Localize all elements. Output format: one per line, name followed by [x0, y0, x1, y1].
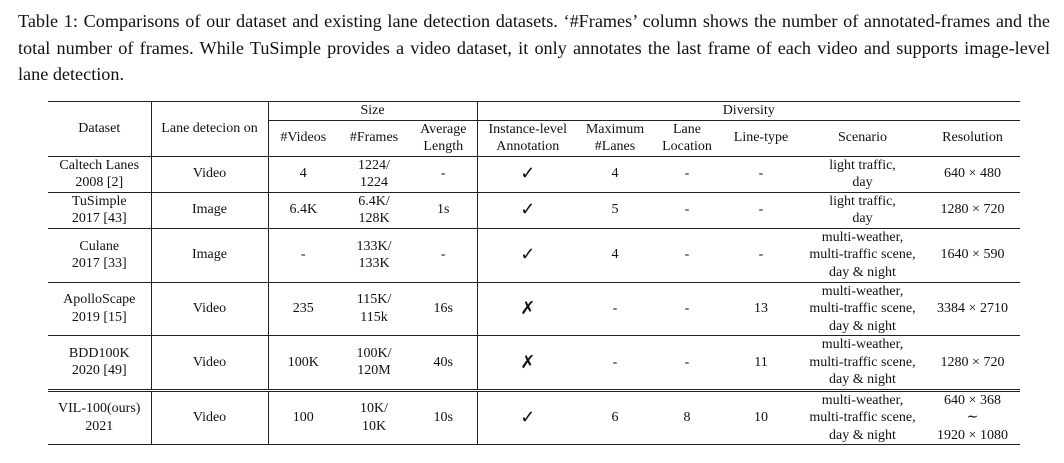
cell-dataset: BDD100K 2020 [49] — [48, 335, 152, 390]
cell-loc: - — [652, 227, 722, 282]
cell-frames: 115K/ 115k — [338, 281, 410, 336]
header-videos: #Videos — [280, 130, 327, 146]
cell-type: 10 — [722, 388, 800, 445]
cell-max: 4 — [578, 227, 652, 282]
cell-dataset: Culane 2017 [33] — [48, 227, 152, 282]
cell-dataset: Caltech Lanes 2008 [2] — [48, 155, 152, 192]
cell-res: 640 × 368 ∼ 1920 × 1080 — [925, 388, 1020, 445]
table-row: ApolloScape 2019 [15] Video 235 115K/ 115k 1… — [48, 281, 1020, 336]
cell-max: 4 — [578, 155, 652, 192]
cell-avg: 40s — [410, 335, 478, 390]
cell-scenario: light traffic, day — [800, 191, 925, 228]
header-lane-location: Lane Location — [662, 121, 712, 155]
cell-loc: 8 — [652, 388, 722, 445]
header-average-length: Average Length — [410, 120, 478, 156]
cell-avg: 1s — [410, 191, 478, 228]
cell-loc: - — [652, 155, 722, 192]
cell-instance: ✓ — [477, 227, 578, 282]
cell-res: 3384 × 2710 — [925, 281, 1020, 336]
header-size: Size — [268, 101, 478, 121]
cell-videos: - — [268, 227, 338, 282]
cell-type: - — [722, 155, 800, 192]
cell-dataset: VIL-100(ours) 2021 — [48, 388, 152, 445]
cell-loc: - — [652, 191, 722, 228]
cell-dataset: TuSimple 2017 [43] — [48, 191, 152, 228]
cell-type: - — [722, 191, 800, 228]
table-row: BDD100K 2020 [49] Video 100K 100K/ 120M 40s ✗… — [48, 335, 1020, 390]
header-resolution: Resolution — [942, 130, 1003, 146]
cell-avg: - — [410, 155, 478, 192]
cell-dataset: ApolloScape 2019 [15] — [48, 281, 152, 336]
cell-videos: 100K — [268, 335, 338, 390]
cell-videos: 4 — [268, 155, 338, 192]
cell-frames: 6.4K/ 128K — [338, 191, 410, 228]
cell-frames: 10K/ 10K — [338, 388, 410, 445]
table-row: VIL-100(ours) 2021 Video 100 10K/ 10K 10s ✓ 6 8… — [48, 388, 1020, 445]
cell-res: 1280 × 720 — [925, 335, 1020, 390]
header-lane-detection-on: Lane detecion on — [151, 101, 269, 156]
cell-instance: ✓ — [477, 155, 578, 192]
cell-on: Image — [151, 191, 269, 228]
header-max-lanes: Maximum #Lanes — [585, 121, 645, 155]
table-row: TuSimple 2017 [43] Image 6.4K 6.4K/ 128K 1s ✓… — [48, 191, 1020, 228]
header-dataset: Dataset — [48, 101, 152, 156]
header-frames: #Frames — [349, 130, 399, 146]
cell-instance: ✓ — [477, 191, 578, 228]
cell-max: - — [578, 281, 652, 336]
header-scenario: Scenario — [838, 130, 887, 146]
header-line-type: Line-type — [733, 130, 789, 146]
cell-scenario: multi-weather, multi-traffic scene, day … — [800, 388, 925, 445]
cell-res: 1640 × 590 — [925, 227, 1020, 282]
cell-on: Video — [151, 388, 269, 445]
table-row: Culane 2017 [33] Image -133K/ 133K - ✓ 4- - mul… — [48, 227, 1020, 282]
cell-frames: 100K/ 120M — [338, 335, 410, 390]
cell-max: - — [578, 335, 652, 390]
cell-loc: - — [652, 335, 722, 390]
cell-type: 11 — [722, 335, 800, 390]
cell-videos: 235 — [268, 281, 338, 336]
cell-frames: 133K/ 133K — [338, 227, 410, 282]
cell-frames: 1224/ 1224 — [338, 155, 410, 192]
cell-type: 13 — [722, 281, 800, 336]
cell-instance: ✓ — [477, 388, 578, 445]
cell-on: Video — [151, 335, 269, 390]
cell-avg: 16s — [410, 281, 478, 336]
cell-avg: 10s — [410, 388, 478, 445]
cell-scenario: light traffic, day — [800, 155, 925, 192]
cell-videos: 6.4K — [268, 191, 338, 228]
cell-videos: 100 — [268, 388, 338, 445]
cell-on: Image — [151, 227, 269, 282]
cell-on: Video — [151, 281, 269, 336]
cell-avg: - — [410, 227, 478, 282]
table-row: Caltech Lanes 2008 [2] Video 4 1224/ 1224- ✓… — [48, 155, 1020, 192]
cell-loc: - — [652, 281, 722, 336]
cell-res: 640 × 480 — [925, 155, 1020, 192]
comparison-table: Dataset Lane detecion on Size Diversity … — [48, 101, 1020, 445]
cell-max: 5 — [578, 191, 652, 228]
cell-res: 1280 × 720 — [925, 191, 1020, 228]
cell-instance: ✗ — [477, 281, 578, 336]
table-caption: Table 1: Comparisons of our dataset and … — [18, 11, 1050, 84]
cell-instance: ✗ — [477, 335, 578, 390]
header-diversity: Diversity — [477, 101, 1020, 121]
cell-scenario: multi-weather, multi-traffic scene, day … — [800, 281, 925, 336]
cell-scenario: multi-weather, multi-traffic scene, day … — [800, 335, 925, 390]
cell-type: - — [722, 227, 800, 282]
header-instance-level: Instance-level Annotation — [488, 121, 567, 155]
cell-scenario: multi-weather, multi-traffic scene, day … — [800, 227, 925, 282]
cell-on: Video — [151, 155, 269, 192]
cell-max: 6 — [578, 388, 652, 445]
